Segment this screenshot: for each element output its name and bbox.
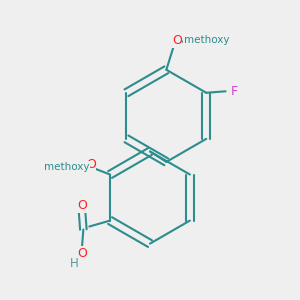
- Text: F: F: [231, 85, 238, 98]
- Text: methoxy: methoxy: [184, 35, 229, 45]
- Text: O: O: [77, 247, 87, 260]
- Text: O: O: [172, 34, 182, 47]
- Text: methoxy: methoxy: [44, 162, 90, 172]
- Text: O: O: [77, 199, 87, 212]
- Text: O: O: [86, 158, 96, 171]
- Text: H: H: [70, 257, 79, 270]
